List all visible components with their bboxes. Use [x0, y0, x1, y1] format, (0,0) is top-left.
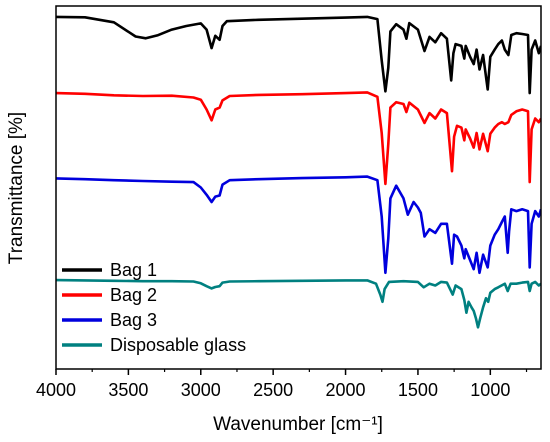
x-tick-label-2000: 2000: [326, 380, 366, 400]
series-line-bag-1: [56, 15, 541, 95]
legend-label-bag-2: Bag 2: [110, 285, 157, 305]
series-line-bag-3: [56, 175, 541, 275]
legend-label-bag-3: Bag 3: [110, 310, 157, 330]
x-axis-title: Wavenumber [cm⁻¹]: [213, 414, 383, 435]
x-tick-label-4000: 4000: [36, 380, 76, 400]
legend-label-bag-1: Bag 1: [110, 260, 157, 280]
series-layer: [56, 15, 541, 329]
plot-frame: [55, 5, 542, 370]
x-tick-label-3000: 3000: [181, 380, 221, 400]
y-axis-title: Transmittance [%]: [6, 112, 27, 264]
legend-label-disposable-glass: Disposable glass: [110, 335, 246, 355]
series-line-bag-2: [56, 91, 541, 186]
series-line-disposable-glass: [56, 278, 541, 329]
x-tick-label-1000: 1000: [470, 380, 510, 400]
x-tick-label-3500: 3500: [108, 380, 148, 400]
legend: Bag 1 Bag 2 Bag 3 Disposable glass: [62, 260, 246, 355]
x-tick-label-1500: 1500: [398, 380, 438, 400]
x-axis-ticks: 4000 3500 3000 2500 2000 1500 1000: [36, 369, 528, 400]
x-tick-label-2500: 2500: [253, 380, 293, 400]
